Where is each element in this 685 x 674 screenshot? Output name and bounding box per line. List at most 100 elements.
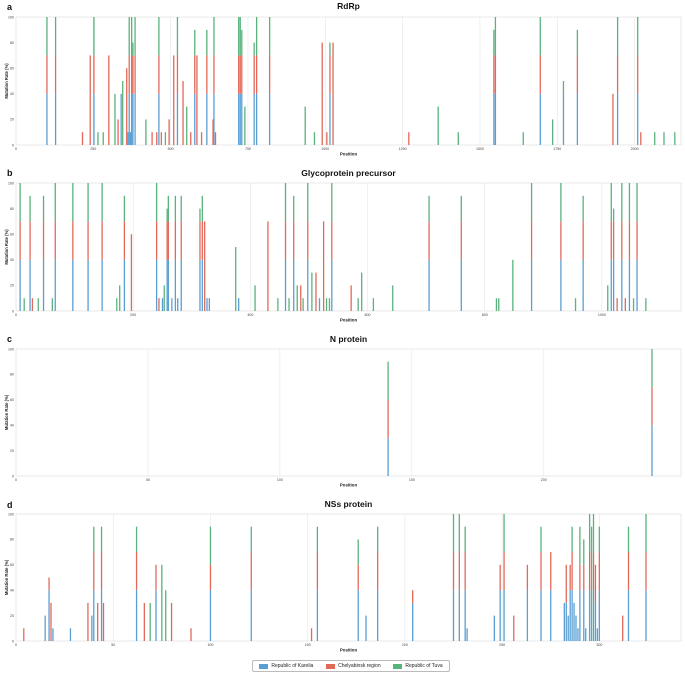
bar-segment-karelia [577,628,579,641]
bar-segment-tuva [131,17,133,56]
bar-segment-karelia [19,259,21,311]
bar-segment-chelyabinsk [93,55,95,94]
bar-segment-karelia [87,259,89,311]
bar-segment-karelia [530,259,533,311]
bar-segment-tuva [530,183,533,222]
bar-segment-chelyabinsk [155,221,158,260]
bar-segment-chelyabinsk [54,221,56,260]
bar-segment-chelyabinsk [201,221,203,260]
y-tick-label: 0 [12,309,14,313]
bar-segment-tuva [201,195,203,222]
bar-segment-tuva [46,17,48,56]
bar-segment-karelia [250,590,252,641]
bar-segment-karelia [598,590,600,641]
bar-segment-karelia [206,298,208,311]
bar-segment-karelia [636,259,638,311]
bar-segment-tuva [29,195,31,222]
legend-item-chelyabinsk: Chelyabinsk region [326,663,381,669]
x-tick-label: 1250 [399,147,407,151]
plot-frame [15,182,682,312]
bar-segment-chelyabinsk [458,552,460,591]
bar-segment-chelyabinsk [180,221,182,260]
bar-segment-karelia [127,132,129,145]
bar-segment-tuva [100,526,103,553]
bar-segment-chelyabinsk [293,221,295,260]
bar-segment-chelyabinsk [166,221,168,260]
bar-segment-karelia [357,590,359,641]
bar-segment-chelyabinsk [209,564,212,591]
bar-segment-tuva [571,526,573,553]
panel-c: c N protein 0 50 100 150 200 0 20 40 60 80 100 Positi… [4,334,682,488]
bar-segment-chelyabinsk [307,221,309,260]
bar-segment-chelyabinsk [316,552,319,591]
bar-segment-tuva [180,195,182,222]
bar-segment-karelia [93,590,95,641]
bar-segment-tuva [93,526,95,553]
x-tick-label: 200 [402,643,408,647]
bar-segment-chelyabinsk [616,55,619,94]
bar-segment-karelia [120,93,122,145]
bar-segment-chelyabinsk [206,55,208,94]
bar-segment-karelia [206,93,208,145]
bar-segment-karelia [307,259,309,311]
bar-segment-chelyabinsk [143,602,145,641]
bar-segment-chelyabinsk [48,577,50,591]
bar-segment-tuva [428,195,430,222]
bar-segment-tuva [331,183,333,222]
bar-segment-tuva [116,298,118,311]
bar-segment-tuva [123,195,126,222]
bar-segment-chelyabinsk [321,42,323,145]
legend-label-karelia: Republic of Karelia [271,663,314,669]
plot-frame [15,16,682,146]
bar-segment-tuva [158,17,160,56]
bar-segment-chelyabinsk [315,272,317,311]
bar-segment-tuva [166,208,168,222]
bar-segment-chelyabinsk [108,55,110,145]
bar-segment-tuva [583,539,585,565]
bar-segment-tuva [97,132,99,145]
bar-segment-tuva [54,17,57,56]
bar-segment-chelyabinsk [170,602,173,641]
bar-segment-karelia [180,259,182,311]
bar-segment-chelyabinsk [255,55,258,94]
x-tick-label: 0 [15,643,17,647]
bar-segment-tuva [590,526,593,641]
x-tick-label: 150 [305,643,311,647]
x-axis-label: Position [340,648,358,653]
bar-segment-tuva [268,17,271,56]
bar-segment-karelia [171,298,173,311]
bar-segment-karelia [177,298,179,311]
bar-segment-tuva [592,514,595,553]
bar-segment-tuva [598,526,600,553]
x-tick-label: 500 [168,147,174,151]
bar-segment-tuva [637,17,639,56]
bar-segment-tuva [119,285,121,311]
bar-segment-karelia [72,259,74,311]
x-tick-label: 1000 [321,147,329,151]
bar-segment-chelyabinsk [123,221,126,260]
y-tick-label: 100 [8,15,14,19]
bar-segment-karelia [167,259,169,311]
bar-segment-tuva [392,285,394,311]
bar-segment-chelyabinsk [156,132,158,145]
bar-segment-chelyabinsk [132,55,134,94]
bar-segment-chelyabinsk [499,564,501,591]
x-tick-label: 100 [277,478,283,482]
bar-segment-chelyabinsk [135,552,138,591]
bar-segment-tuva [628,183,631,222]
bar-segment-chelyabinsk [636,221,638,260]
bar-segment-karelia [428,259,430,311]
bar-segment-tuva [199,208,201,222]
bar-segment-chelyabinsk [530,221,533,260]
bar-segment-chelyabinsk [199,221,201,260]
y-tick-label: 60 [10,67,14,71]
bar-segment-karelia [268,93,271,145]
bar-segment-karelia [550,590,552,641]
legend-swatch-karelia [259,663,269,669]
bar-segment-tuva [145,119,147,145]
bar-segment-karelia [588,590,591,641]
bar-segment-tuva [328,298,331,311]
y-tick-label: 0 [12,474,14,478]
bar-segment-karelia [131,93,133,145]
